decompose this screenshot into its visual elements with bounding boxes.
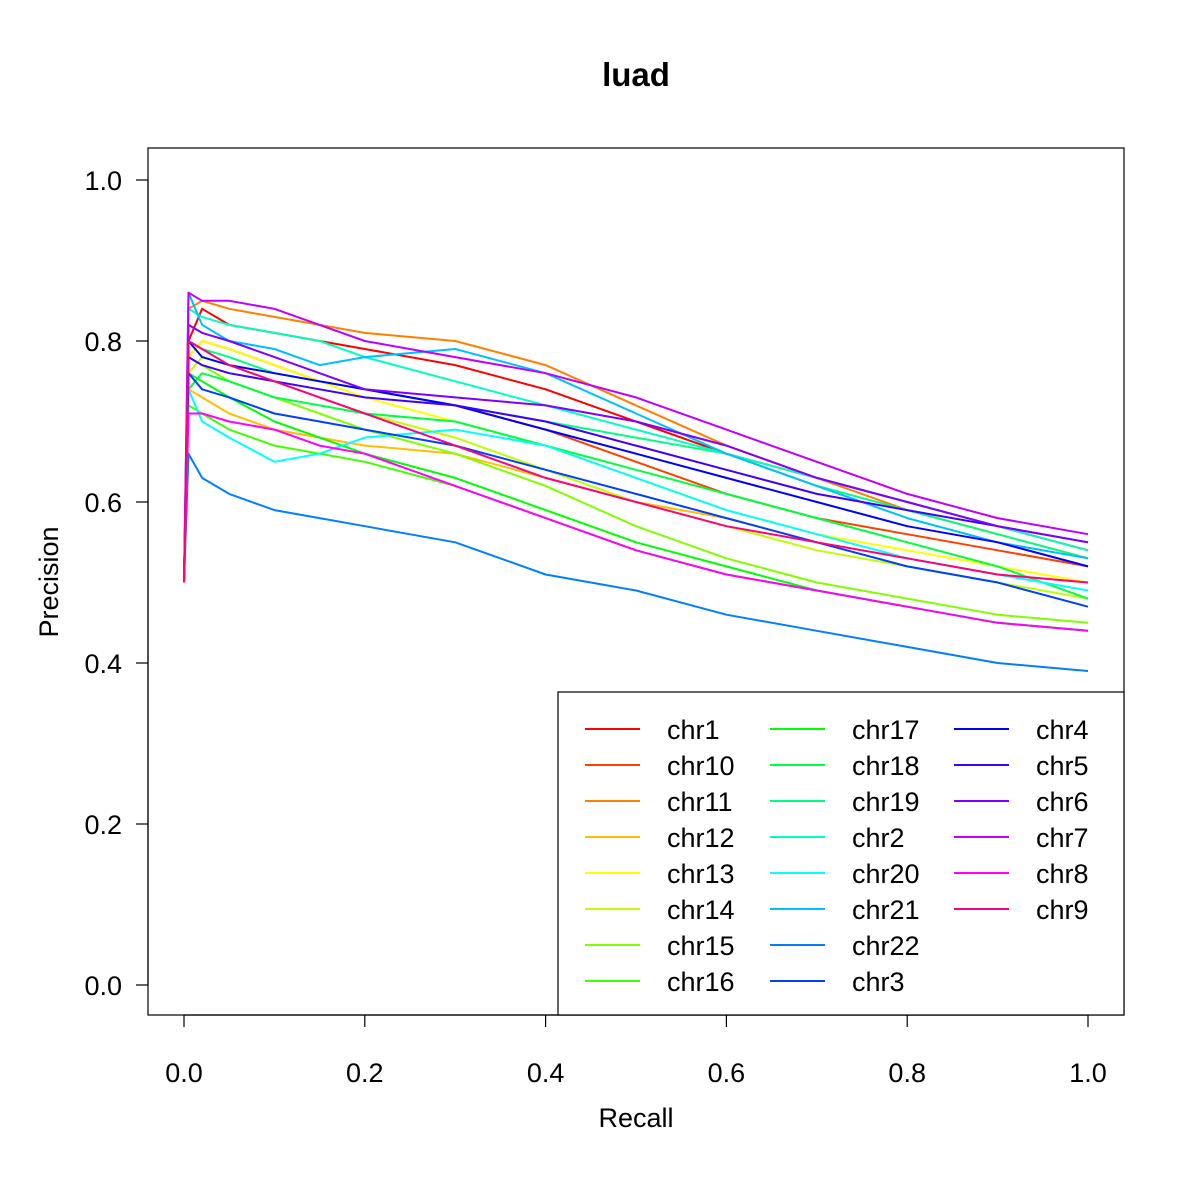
series-line-chr15 [183,356,1089,624]
series-line-chr5 [183,356,1089,583]
series-line-chr22 [183,452,1089,672]
series-line-chr8 [183,412,1089,632]
legend-label-chr4: chr4 [1036,715,1089,745]
y-tick-label: 0.0 [84,971,122,1001]
legend-label-chr20: chr20 [852,859,920,889]
legend-label-chr21: chr21 [852,895,920,925]
series-line-chr18 [183,372,1089,600]
y-axis-label: Precision [34,526,64,637]
x-tick-label: 1.0 [1069,1058,1107,1088]
y-tick-label: 1.0 [84,166,122,196]
legend-label-chr3: chr3 [852,967,905,997]
legend-label-chr17: chr17 [852,715,920,745]
series-line-chr21 [183,291,1089,583]
series-line-chr11 [183,299,1089,583]
legend-label-chr16: chr16 [667,967,735,997]
legend-label-chr10: chr10 [667,751,735,781]
legend-label-chr15: chr15 [667,931,735,961]
legend-label-chr7: chr7 [1036,823,1089,853]
x-tick-label: 0.0 [165,1058,203,1088]
legend-label-chr2: chr2 [852,823,905,853]
y-axis: 0.0 0.2 0.4 0.6 0.8 1.0 [84,166,149,1001]
legend-label-chr18: chr18 [852,751,920,781]
series-line-chr9 [183,340,1089,584]
series-line-chr6 [183,323,1089,583]
legend-label-chr12: chr12 [667,823,735,853]
legend-label-chr1: chr1 [667,715,720,745]
x-axis-label: Recall [598,1103,673,1133]
legend-label-chr22: chr22 [852,931,920,961]
legend-label-chr19: chr19 [852,787,920,817]
x-tick-label: 0.8 [888,1058,926,1088]
y-tick-label: 0.4 [84,649,122,679]
legend-label-chr5: chr5 [1036,751,1089,781]
legend-label-chr11: chr11 [667,787,733,817]
y-tick-label: 0.2 [84,810,122,840]
legend-label-chr8: chr8 [1036,859,1089,889]
series-line-chr20 [183,388,1089,592]
chart-title: luad [602,56,670,93]
legend: chr1 chr10 chr11 chr12 chr13 chr14 chr15 chr16 c… [557,691,1125,1016]
y-tick-label: 0.8 [84,327,122,357]
x-tick-label: 0.6 [708,1058,746,1088]
x-tick-label: 0.2 [346,1058,384,1088]
series-line-chr7 [183,291,1089,583]
legend-label-chr6: chr6 [1036,787,1089,817]
legend-box [557,691,1125,1016]
legend-label-chr14: chr14 [667,895,735,925]
legend-label-chr13: chr13 [667,859,735,889]
legend-label-chr9: chr9 [1036,895,1089,925]
series-lines [183,291,1089,672]
y-tick-label: 0.6 [84,488,122,518]
x-tick-label: 0.4 [527,1058,565,1088]
